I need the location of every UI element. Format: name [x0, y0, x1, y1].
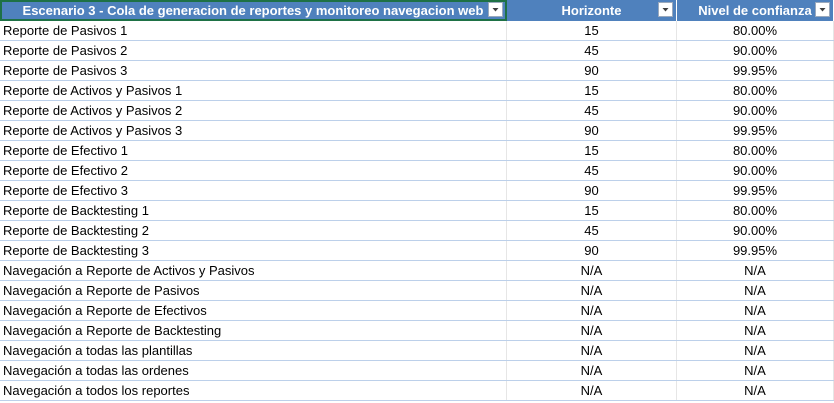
- cell-nivel-de-confianza[interactable]: N/A: [677, 321, 834, 340]
- column-header-nivel-de-confianza[interactable]: Nivel de confianza: [677, 0, 834, 21]
- cell-nivel-de-confianza[interactable]: 99.95%: [677, 61, 834, 80]
- cell-nivel-de-confianza[interactable]: N/A: [677, 261, 834, 280]
- cell-escenario[interactable]: Navegación a Reporte de Pasivos: [0, 281, 507, 300]
- cell-escenario[interactable]: Reporte de Pasivos 3: [0, 61, 507, 80]
- cell-horizonte[interactable]: N/A: [507, 261, 677, 280]
- table-row: Reporte de Pasivos 3 90 99.95%: [0, 61, 834, 81]
- cell-escenario[interactable]: Reporte de Backtesting 3: [0, 241, 507, 260]
- cell-nivel-de-confianza[interactable]: 80.00%: [677, 141, 834, 160]
- cell-horizonte[interactable]: 45: [507, 221, 677, 240]
- dropdown-arrow-icon: [662, 8, 669, 12]
- column-header-label: Nivel de confianza: [698, 3, 812, 18]
- cell-nivel-de-confianza[interactable]: N/A: [677, 281, 834, 300]
- cell-horizonte[interactable]: 15: [507, 201, 677, 220]
- column-header-horizonte[interactable]: Horizonte: [507, 0, 677, 21]
- cell-horizonte[interactable]: 45: [507, 101, 677, 120]
- table-row: Reporte de Backtesting 1 15 80.00%: [0, 201, 834, 221]
- cell-nivel-de-confianza[interactable]: 80.00%: [677, 81, 834, 100]
- column-header-escenario[interactable]: Escenario 3 - Cola de generacion de repo…: [0, 0, 507, 21]
- table-header-row: Escenario 3 - Cola de generacion de repo…: [0, 0, 834, 21]
- table-body: Reporte de Pasivos 1 15 80.00% Reporte de P…: [0, 21, 834, 401]
- table-row: Reporte de Activos y Pasivos 1 15 80.00%: [0, 81, 834, 101]
- table-row: Navegación a todos los reportes N/A N/A: [0, 381, 834, 401]
- table-row: Reporte de Activos y Pasivos 3 90 99.95%: [0, 121, 834, 141]
- cell-nivel-de-confianza[interactable]: N/A: [677, 341, 834, 360]
- cell-nivel-de-confianza[interactable]: N/A: [677, 381, 834, 400]
- cell-horizonte[interactable]: N/A: [507, 361, 677, 380]
- cell-horizonte[interactable]: 90: [507, 121, 677, 140]
- cell-horizonte[interactable]: 45: [507, 161, 677, 180]
- table-row: Navegación a todas las ordenes N/A N/A: [0, 361, 834, 381]
- cell-escenario[interactable]: Reporte de Efectivo 3: [0, 181, 507, 200]
- dropdown-arrow-icon: [819, 8, 826, 12]
- cell-escenario[interactable]: Reporte de Pasivos 1: [0, 21, 507, 40]
- column-header-label: Horizonte: [561, 3, 622, 18]
- cell-nivel-de-confianza[interactable]: 99.95%: [677, 181, 834, 200]
- filter-dropdown-button[interactable]: [488, 2, 503, 17]
- table-row: Reporte de Pasivos 1 15 80.00%: [0, 21, 834, 41]
- cell-escenario[interactable]: Reporte de Backtesting 1: [0, 201, 507, 220]
- cell-escenario[interactable]: Navegación a todos los reportes: [0, 381, 507, 400]
- cell-escenario[interactable]: Navegación a todas las ordenes: [0, 361, 507, 380]
- cell-horizonte[interactable]: N/A: [507, 301, 677, 320]
- table-row: Reporte de Backtesting 3 90 99.95%: [0, 241, 834, 261]
- filter-dropdown-button[interactable]: [658, 2, 673, 17]
- cell-horizonte[interactable]: 15: [507, 141, 677, 160]
- table-row: Reporte de Efectivo 1 15 80.00%: [0, 141, 834, 161]
- cell-escenario[interactable]: Reporte de Pasivos 2: [0, 41, 507, 60]
- cell-escenario[interactable]: Reporte de Efectivo 1: [0, 141, 507, 160]
- cell-horizonte[interactable]: N/A: [507, 381, 677, 400]
- cell-nivel-de-confianza[interactable]: 90.00%: [677, 41, 834, 60]
- cell-escenario[interactable]: Navegación a Reporte de Efectivos: [0, 301, 507, 320]
- cell-nivel-de-confianza[interactable]: 99.95%: [677, 121, 834, 140]
- cell-horizonte[interactable]: 15: [507, 21, 677, 40]
- cell-escenario[interactable]: Navegación a Reporte de Activos y Pasivo…: [0, 261, 507, 280]
- cell-horizonte[interactable]: N/A: [507, 341, 677, 360]
- cell-nivel-de-confianza[interactable]: 90.00%: [677, 161, 834, 180]
- cell-escenario[interactable]: Reporte de Efectivo 2: [0, 161, 507, 180]
- cell-escenario[interactable]: Reporte de Backtesting 2: [0, 221, 507, 240]
- table-row: Reporte de Pasivos 2 45 90.00%: [0, 41, 834, 61]
- cell-nivel-de-confianza[interactable]: 90.00%: [677, 221, 834, 240]
- table-row: Reporte de Activos y Pasivos 2 45 90.00%: [0, 101, 834, 121]
- dropdown-arrow-icon: [492, 8, 499, 12]
- cell-horizonte[interactable]: 90: [507, 181, 677, 200]
- cell-escenario[interactable]: Reporte de Activos y Pasivos 3: [0, 121, 507, 140]
- cell-escenario[interactable]: Navegación a todas las plantillas: [0, 341, 507, 360]
- cell-escenario[interactable]: Reporte de Activos y Pasivos 1: [0, 81, 507, 100]
- cell-nivel-de-confianza[interactable]: 90.00%: [677, 101, 834, 120]
- table-row: Navegación a Reporte de Activos y Pasivo…: [0, 261, 834, 281]
- cell-horizonte[interactable]: N/A: [507, 281, 677, 300]
- cell-horizonte[interactable]: 15: [507, 81, 677, 100]
- cell-nivel-de-confianza[interactable]: 80.00%: [677, 201, 834, 220]
- cell-escenario[interactable]: Navegación a Reporte de Backtesting: [0, 321, 507, 340]
- cell-escenario[interactable]: Reporte de Activos y Pasivos 2: [0, 101, 507, 120]
- cell-nivel-de-confianza[interactable]: N/A: [677, 301, 834, 320]
- table-row: Navegación a todas las plantillas N/A N/A: [0, 341, 834, 361]
- cell-horizonte[interactable]: N/A: [507, 321, 677, 340]
- cell-horizonte[interactable]: 90: [507, 241, 677, 260]
- table-row: Navegación a Reporte de Efectivos N/A N/A: [0, 301, 834, 321]
- filter-dropdown-button[interactable]: [815, 2, 830, 17]
- cell-nivel-de-confianza[interactable]: 99.95%: [677, 241, 834, 260]
- cell-horizonte[interactable]: 90: [507, 61, 677, 80]
- table-row: Reporte de Efectivo 2 45 90.00%: [0, 161, 834, 181]
- table-row: Reporte de Efectivo 3 90 99.95%: [0, 181, 834, 201]
- table-row: Navegación a Reporte de Backtesting N/A N/…: [0, 321, 834, 341]
- cell-horizonte[interactable]: 45: [507, 41, 677, 60]
- table-row: Navegación a Reporte de Pasivos N/A N/A: [0, 281, 834, 301]
- table-row: Reporte de Backtesting 2 45 90.00%: [0, 221, 834, 241]
- cell-nivel-de-confianza[interactable]: 80.00%: [677, 21, 834, 40]
- column-header-label: Escenario 3 - Cola de generacion de repo…: [22, 3, 484, 18]
- cell-nivel-de-confianza[interactable]: N/A: [677, 361, 834, 380]
